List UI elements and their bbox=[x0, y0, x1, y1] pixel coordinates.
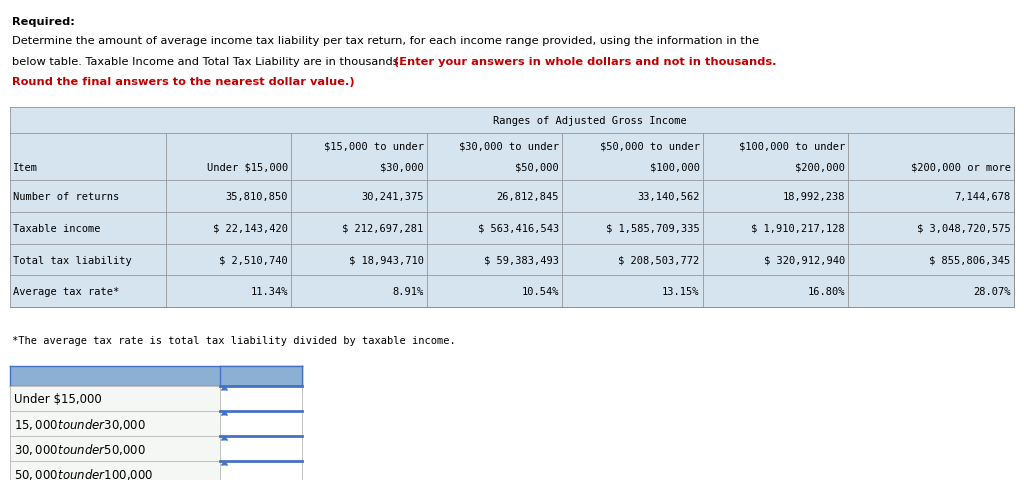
Text: Determine the amount of average income tax liability per tax return, for each in: Determine the amount of average income t… bbox=[12, 36, 760, 46]
Text: 7,144,678: 7,144,678 bbox=[954, 192, 1011, 202]
Text: $ 22,143,420: $ 22,143,420 bbox=[213, 223, 288, 233]
Text: Number of returns: Number of returns bbox=[13, 192, 120, 202]
Text: *The average tax rate is total tax liability divided by taxable income.: *The average tax rate is total tax liabi… bbox=[12, 336, 456, 346]
Text: $ 2,510,740: $ 2,510,740 bbox=[219, 255, 288, 265]
Text: $100,000 to under: $100,000 to under bbox=[739, 142, 845, 152]
Text: $ 212,697,281: $ 212,697,281 bbox=[342, 223, 424, 233]
Text: $ 59,383,493: $ 59,383,493 bbox=[484, 255, 559, 265]
Text: $ 1,585,709,335: $ 1,585,709,335 bbox=[606, 223, 699, 233]
Text: Ranges of Adjusted Gross Income: Ranges of Adjusted Gross Income bbox=[493, 116, 687, 126]
Text: 8.91%: 8.91% bbox=[392, 287, 424, 297]
Text: Taxable income: Taxable income bbox=[13, 223, 100, 233]
Text: 11.34%: 11.34% bbox=[251, 287, 288, 297]
Text: $ 208,503,772: $ 208,503,772 bbox=[618, 255, 699, 265]
Text: $30,000 to under: $30,000 to under bbox=[459, 142, 559, 152]
Text: $200,000 or more: $200,000 or more bbox=[910, 163, 1011, 172]
Text: $50,000 to under $100,000: $50,000 to under $100,000 bbox=[14, 466, 154, 480]
Text: 26,812,845: 26,812,845 bbox=[497, 192, 559, 202]
Text: 28.07%: 28.07% bbox=[973, 287, 1011, 297]
Text: Total tax liability: Total tax liability bbox=[13, 255, 132, 265]
Text: $15,000 to under $30,000: $15,000 to under $30,000 bbox=[14, 416, 146, 431]
Text: Under $15,000: Under $15,000 bbox=[207, 163, 288, 172]
Text: 10.54%: 10.54% bbox=[521, 287, 559, 297]
Text: $ 3,048,720,575: $ 3,048,720,575 bbox=[916, 223, 1011, 233]
Text: Round the final answers to the nearest dollar value.): Round the final answers to the nearest d… bbox=[12, 77, 355, 87]
Text: Item: Item bbox=[13, 163, 38, 172]
Text: $ 563,416,543: $ 563,416,543 bbox=[478, 223, 559, 233]
Text: $50,000 to under: $50,000 to under bbox=[600, 142, 699, 152]
Text: $ 320,912,940: $ 320,912,940 bbox=[764, 255, 845, 265]
Text: 18,992,238: 18,992,238 bbox=[782, 192, 845, 202]
Text: $100,000: $100,000 bbox=[649, 163, 699, 172]
Text: 35,810,850: 35,810,850 bbox=[225, 192, 288, 202]
Text: $30,000: $30,000 bbox=[380, 163, 424, 172]
Text: Average tax rate*: Average tax rate* bbox=[13, 287, 120, 297]
Text: 33,140,562: 33,140,562 bbox=[637, 192, 699, 202]
Text: Required:: Required: bbox=[12, 17, 75, 27]
Text: Under $15,000: Under $15,000 bbox=[14, 392, 102, 405]
Text: $ 18,943,710: $ 18,943,710 bbox=[348, 255, 424, 265]
Text: (Enter your answers in whole dollars and not in thousands.: (Enter your answers in whole dollars and… bbox=[394, 57, 777, 67]
Text: 13.15%: 13.15% bbox=[663, 287, 699, 297]
Text: $200,000: $200,000 bbox=[795, 163, 845, 172]
Text: $15,000 to under: $15,000 to under bbox=[324, 142, 424, 152]
Text: $ 855,806,345: $ 855,806,345 bbox=[930, 255, 1011, 265]
Text: $30,000 to under $50,000: $30,000 to under $50,000 bbox=[14, 441, 146, 456]
Text: $ 1,910,217,128: $ 1,910,217,128 bbox=[752, 223, 845, 233]
Text: 30,241,375: 30,241,375 bbox=[361, 192, 424, 202]
Text: 16.80%: 16.80% bbox=[808, 287, 845, 297]
Text: $50,000: $50,000 bbox=[515, 163, 559, 172]
Text: below table. Taxable Income and Total Tax Liability are in thousands.: below table. Taxable Income and Total Ta… bbox=[12, 57, 407, 67]
